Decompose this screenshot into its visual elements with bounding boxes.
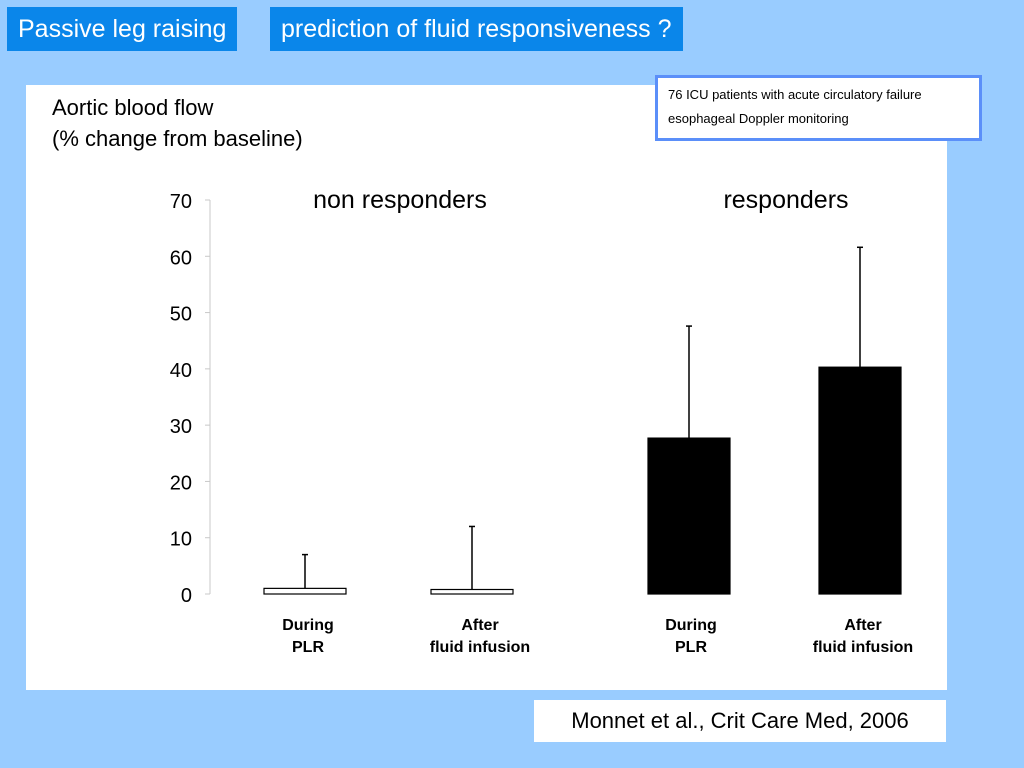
x-category-label-line-2: PLR [675, 639, 707, 656]
y-axis-label-line-2: (% change from baseline) [52, 126, 303, 151]
x-category-label-line-1: After [844, 617, 881, 634]
y-tick-label: 10 [170, 529, 192, 551]
y-tick-label: 50 [170, 304, 192, 326]
bar [430, 588, 514, 595]
study-info-line-1: 76 ICU patients with acute circulatory f… [668, 87, 922, 102]
y-axis-label-line-1: Aortic blood flow [52, 95, 214, 120]
bar [647, 437, 731, 595]
x-category-label-line-1: After [461, 617, 498, 634]
study-info-box: 76 ICU patients with acute circulatory f… [655, 75, 982, 141]
y-tick-label: 30 [170, 416, 192, 438]
x-category-label-line-2: PLR [292, 639, 324, 656]
group-label: non responders [313, 186, 487, 214]
bar [263, 587, 347, 595]
citation: Monnet et al., Crit Care Med, 2006 [534, 700, 946, 742]
slide-title-left: Passive leg raising [7, 7, 238, 51]
y-tick-label: 40 [170, 360, 192, 382]
y-tick-label: 0 [181, 585, 192, 607]
study-info-line-2: esophageal Doppler monitoring [668, 111, 849, 126]
x-category-label-line-2: fluid infusion [813, 639, 913, 656]
group-label: responders [723, 186, 848, 214]
y-tick-label: 60 [170, 247, 192, 269]
y-tick-label: 70 [170, 191, 192, 213]
bar [818, 366, 902, 595]
slide-title-right: prediction of fluid responsiveness ? [270, 7, 683, 51]
x-category-label-line-1: During [665, 617, 717, 634]
x-category-label-line-2: fluid infusion [430, 639, 530, 656]
y-tick-label: 20 [170, 472, 192, 494]
x-category-label-line-1: During [282, 617, 334, 634]
